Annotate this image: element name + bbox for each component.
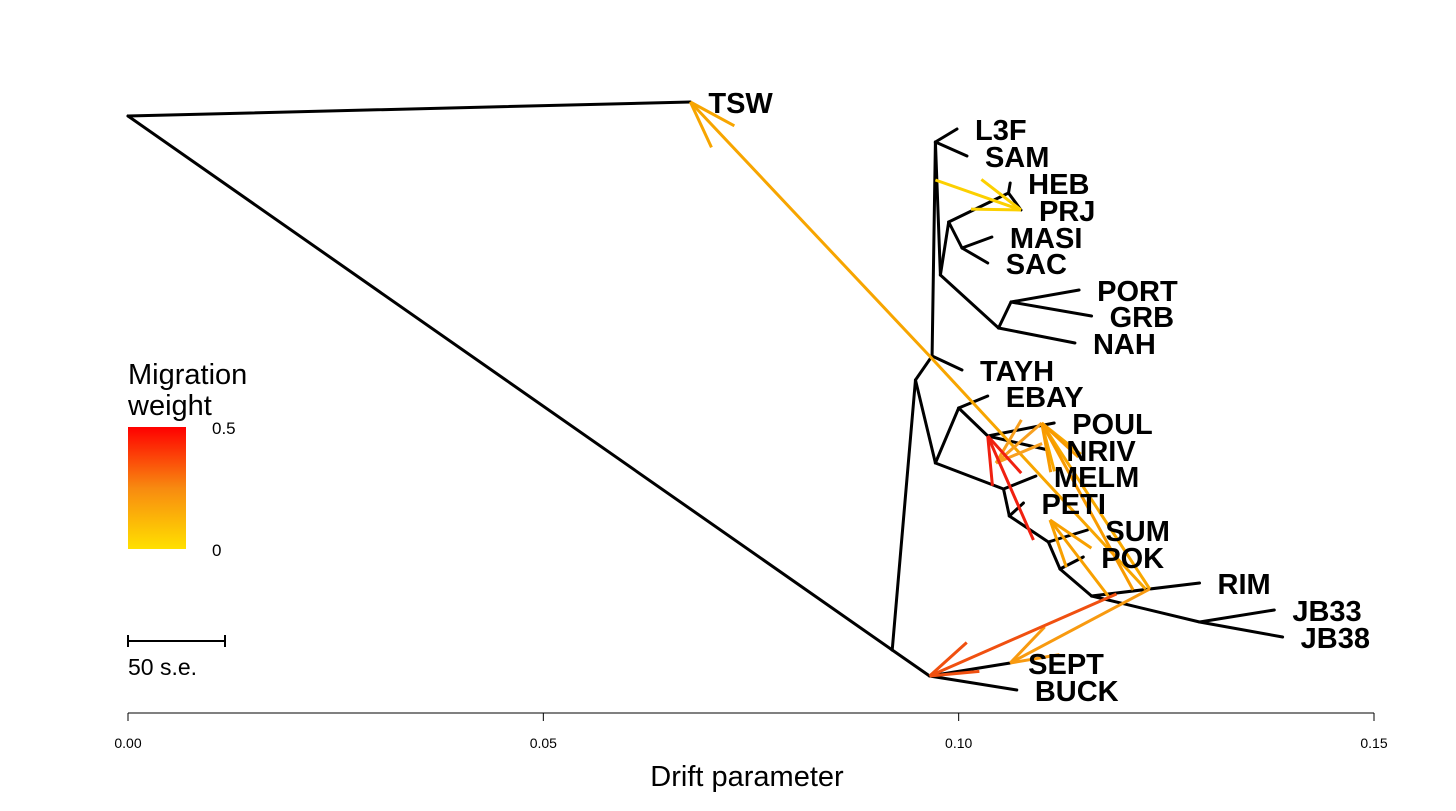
- tree-branch: [890, 378, 917, 652]
- tip-label-sac: SAC: [1006, 249, 1067, 281]
- migration-arrow-tsw: [689, 100, 931, 358]
- tip-label-melm: MELM: [1054, 462, 1139, 494]
- migration-arrow: [1009, 587, 1151, 665]
- tree-branch: [890, 648, 932, 678]
- tip-label-heb: HEB: [1028, 169, 1089, 201]
- scale-bar-label: 50 s.e.: [128, 654, 197, 680]
- tree-branch: [1090, 594, 1202, 624]
- tree-branch: [1009, 288, 1081, 304]
- migration-arrow: [1040, 421, 1135, 591]
- tree-branch: [938, 273, 1001, 330]
- legend-title-line1: Migration: [128, 359, 247, 391]
- tree-branch: [928, 674, 1019, 692]
- migration-arrow: [994, 419, 1043, 465]
- legend-min-label: 0: [212, 541, 221, 560]
- x-axis-ticks: 0.00 0.05 0.10 0.15: [114, 713, 1388, 751]
- tree-branch: [1046, 528, 1089, 544]
- x-axis: 0.00 0.05 0.10 0.15 Drift parameter: [114, 712, 1388, 793]
- migration-legend: Migration weight 0.5 0: [127, 359, 247, 560]
- tree-branch: [960, 246, 990, 265]
- tree-branch: [933, 140, 942, 277]
- tree-branch: [933, 127, 959, 144]
- tree-branch: [960, 235, 994, 250]
- tip-label-ebay: EBAY: [1006, 382, 1084, 414]
- tip-label-tayh: TAYH: [980, 356, 1054, 388]
- tip-label-peti: PETI: [1041, 489, 1105, 521]
- tree-branch: [1009, 300, 1094, 318]
- tree-branch: [1007, 181, 1012, 195]
- tip-label-jb33: JB33: [1292, 596, 1361, 628]
- x-tick-label: 0.10: [945, 735, 972, 751]
- tree-branch: [913, 354, 934, 382]
- tip-label-masi: MASI: [1010, 223, 1083, 255]
- tip-label-rim: RIM: [1218, 569, 1271, 601]
- tip-label-nriv: NRIV: [1066, 436, 1136, 468]
- tip-label-l3f: L3F: [975, 115, 1027, 147]
- tree-branch: [1046, 540, 1062, 571]
- tip-label-jb38: JB38: [1301, 623, 1370, 655]
- tree-branch: [930, 140, 937, 358]
- tree-branch: [1198, 620, 1285, 639]
- x-tick-label: 0.15: [1360, 735, 1387, 751]
- tip-label-sept: SEPT: [1028, 649, 1104, 681]
- tip-label-nah: NAH: [1093, 329, 1156, 361]
- migration-arrows: [689, 100, 1151, 678]
- migration-arrow-tsw-tail: [928, 354, 1147, 591]
- tree-branch: [126, 100, 692, 118]
- tree-branch: [1007, 501, 1025, 518]
- tree-branch: [913, 378, 937, 465]
- tree-branch: [1090, 581, 1202, 598]
- tree-branch: [997, 300, 1013, 330]
- tip-label-pok: POK: [1101, 543, 1164, 575]
- tree-branch: [947, 191, 1011, 224]
- tip-label-poul: POUL: [1072, 409, 1153, 441]
- tree-branch: [930, 354, 964, 372]
- tree-branch: [933, 140, 969, 158]
- tip-label-tsw: TSW: [708, 88, 773, 120]
- tree-branch: [957, 406, 990, 438]
- tree-branch: [938, 220, 951, 277]
- migration-arrow: [986, 434, 1035, 541]
- tip-label-sam: SAM: [985, 142, 1049, 174]
- legend-color-bar: [128, 427, 186, 549]
- x-tick-label: 0.05: [530, 735, 557, 751]
- tree-branch: [997, 326, 1077, 345]
- migration-arrow: [928, 592, 1118, 678]
- tree-branch: [947, 220, 964, 250]
- scale-bar: 50 s.e.: [127, 635, 226, 680]
- tree-branch: [1198, 608, 1276, 624]
- x-axis-title: Drift parameter: [650, 761, 844, 793]
- tree-branch: [1058, 567, 1094, 598]
- x-tick-label: 0.00: [114, 735, 141, 751]
- legend-max-label: 0.5: [212, 419, 236, 438]
- tree-branch: [1002, 487, 1011, 518]
- migration-arrow: [1048, 518, 1110, 597]
- tip-label-sum: SUM: [1105, 516, 1169, 548]
- tree-edges: [126, 100, 1285, 692]
- tip-label-buck: BUCK: [1035, 676, 1119, 708]
- tip-label-grb: GRB: [1110, 302, 1174, 334]
- tree-branch: [933, 406, 961, 465]
- tip-label-prj: PRJ: [1039, 196, 1095, 228]
- tip-label-port: PORT: [1097, 276, 1178, 308]
- tree-branch: [126, 114, 894, 652]
- legend-title-line2: weight: [127, 390, 212, 422]
- migration-arrow: [934, 178, 1022, 212]
